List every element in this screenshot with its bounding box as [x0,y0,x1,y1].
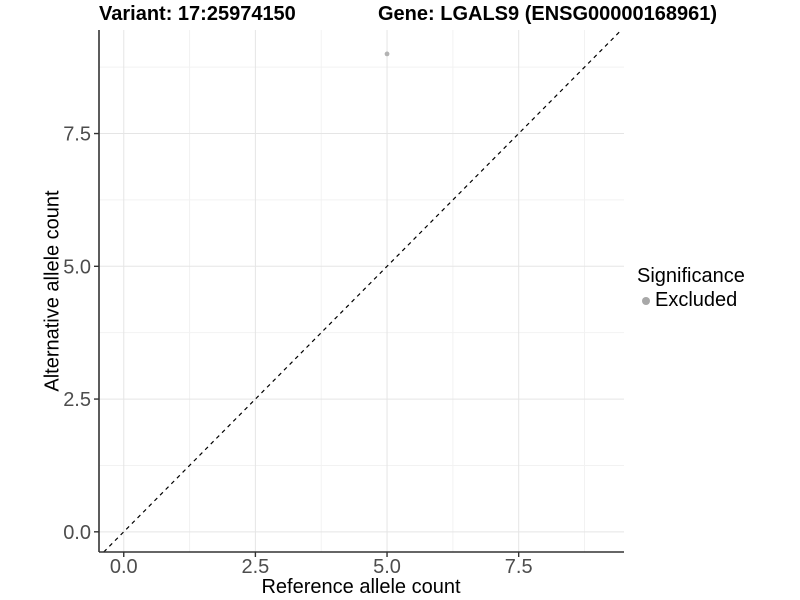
x-tick-label: 5.0 [373,556,401,578]
y-tick-label: 5.0 [63,256,91,278]
legend-marker-circle-icon [642,296,650,305]
y-tick-label: 0.0 [63,522,91,544]
plot-title-variant: Variant: 17:25974150 [99,3,296,25]
data-point [384,51,390,57]
plot-title-gene: Gene: LGALS9 (ENSG00000168961) [378,3,718,25]
identity-reference-line [103,29,622,553]
y-tick-label: 2.5 [63,389,91,411]
x-axis-title: Reference allele count [261,576,461,598]
y-tick-label: 7.5 [63,124,91,146]
x-tick-label: 7.5 [505,556,533,578]
y-axis-title: Alternative allele count [41,190,64,392]
legend-item-excluded: Excluded [637,289,745,312]
x-tick-label: 2.5 [241,556,269,578]
x-tick-label: 0.0 [110,556,138,578]
legend: Significance Excluded [637,265,745,312]
legend-item-label: Excluded [655,289,738,311]
legend-title: Significance [637,265,745,287]
